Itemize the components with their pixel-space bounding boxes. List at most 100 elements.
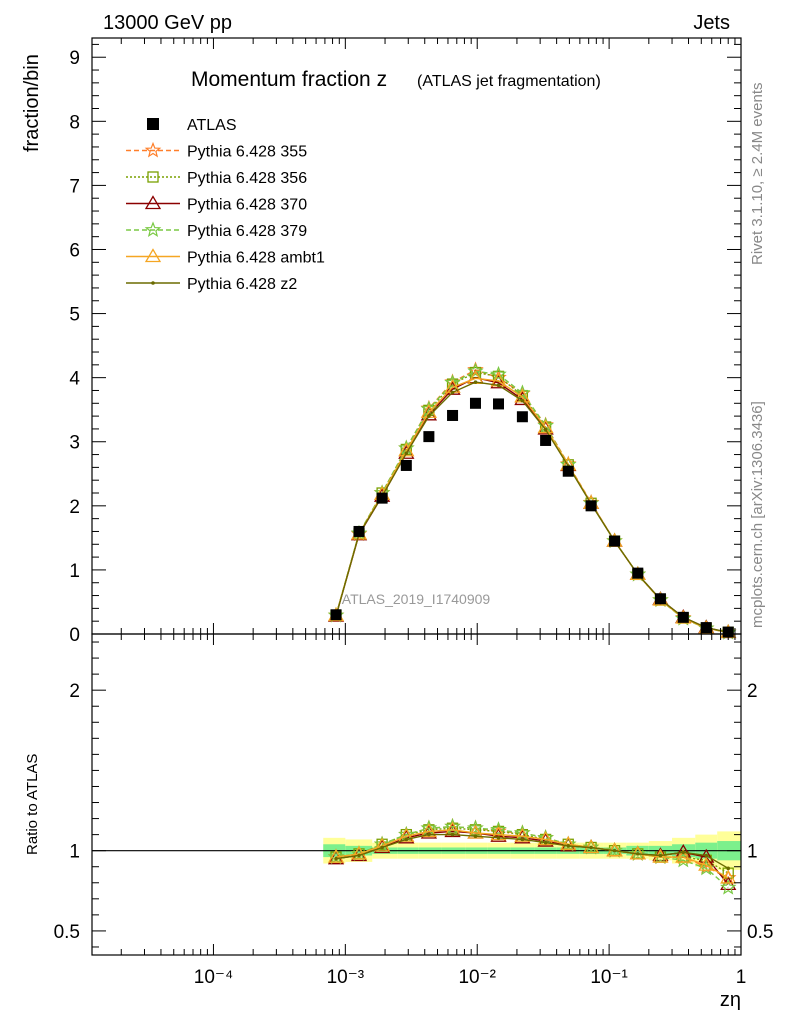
y-tick-label: 2 — [69, 497, 80, 518]
x-tick-label: 10⁻¹ — [590, 967, 628, 988]
ratio-ylabel: Ratio to ATLAS — [24, 754, 41, 855]
legend-entry-pythia-6-428-370: Pythia 6.428 370 — [126, 195, 307, 214]
data-point — [490, 365, 507, 382]
x-tick-label: 10⁻² — [458, 967, 496, 988]
legend-label: Pythia 6.428 z2 — [187, 276, 297, 293]
legend-entry-atlas: ATLAS — [147, 117, 237, 134]
data-point — [632, 567, 644, 579]
data-point — [654, 593, 666, 605]
data-point — [582, 838, 600, 855]
data-point — [585, 500, 597, 512]
y-tick-label: 4 — [69, 369, 80, 390]
data-point — [681, 850, 686, 855]
y-tick-label: 6 — [69, 240, 80, 261]
main-title-main: Momentum fraction z — [191, 68, 387, 91]
data-point — [490, 374, 507, 389]
data-point — [720, 869, 737, 884]
data-point — [612, 848, 617, 853]
data-point — [609, 535, 621, 547]
y-tick-label: 7 — [69, 176, 80, 197]
data-point — [496, 383, 501, 388]
data-point — [652, 848, 669, 863]
axes-group: 10⁻⁴ 10⁻³ 10⁻² 10⁻¹ 1 0 1 2 3 4 5 6 7 8 9 0.5 0.5 1 1 2 2 — [54, 37, 773, 988]
y-tick-label: 8 — [69, 112, 80, 133]
header-left: 13000 GeV pp — [103, 12, 232, 34]
ratio-line — [335, 825, 729, 889]
data-point — [677, 611, 689, 623]
data-point — [350, 845, 368, 860]
data-point — [144, 248, 162, 263]
ratio-y-tick-label-right: 0.5 — [747, 922, 773, 943]
legend-entry-pythia-6-428-379: Pythia 6.428 379 — [126, 221, 307, 240]
ratio-series-group — [327, 817, 737, 895]
ratio-y-tick-label-right: 1 — [747, 842, 758, 863]
data-point — [540, 434, 552, 446]
data-point — [520, 398, 525, 403]
ratio-y-tick-label: 0.5 — [54, 922, 80, 943]
y-tick-label: 9 — [69, 48, 80, 69]
watermark: ATLAS_2019_I1740909 — [342, 591, 491, 607]
legend-label: Pythia 6.428 ambt1 — [187, 250, 325, 267]
data-point — [398, 825, 415, 842]
main-ylabel: fraction/bin — [21, 54, 43, 152]
series-atlas — [330, 397, 734, 638]
legend-label: Pythia 6.428 370 — [187, 197, 307, 214]
data-point — [562, 465, 574, 477]
legend: ATLAS Pythia 6.428 355 Pythia 6.428 356 Pyt… — [126, 117, 325, 293]
y-tick-label: 0 — [69, 625, 80, 646]
legend-entry-pythia-6-428-355: Pythia 6.428 355 — [126, 141, 307, 161]
data-point — [398, 442, 415, 457]
main-title-sub: (ATLAS jet fragmentation) — [417, 73, 601, 90]
data-point — [147, 118, 159, 130]
legend-entry-pythia-6-428-z2: Pythia 6.428 z2 — [126, 276, 297, 293]
data-point — [450, 390, 455, 395]
data-point — [469, 397, 481, 409]
header-right: Jets — [693, 12, 730, 34]
data-point — [490, 821, 507, 837]
data-point — [560, 835, 577, 850]
legend-entry-pythia-6-428-ambt1: Pythia 6.428 ambt1 — [126, 248, 325, 267]
data-point — [700, 622, 712, 634]
data-point — [144, 221, 162, 238]
data-point — [427, 832, 431, 837]
legend-label: Pythia 6.428 379 — [187, 223, 307, 240]
data-point — [467, 819, 484, 836]
data-point — [520, 837, 525, 842]
data-point — [719, 878, 737, 895]
ratio-frame — [91, 633, 742, 956]
data-point — [589, 845, 593, 850]
ratio-y-tick-label: 1 — [69, 842, 80, 863]
data-point — [514, 384, 531, 401]
data-point — [357, 853, 361, 858]
y-tick-label: 3 — [69, 433, 80, 454]
data-point — [543, 840, 548, 845]
legend-label: ATLAS — [187, 117, 237, 134]
data-point — [698, 856, 715, 871]
data-point — [400, 459, 412, 471]
x-tick-label: 10⁻⁴ — [194, 967, 233, 988]
main-title: Momentum fraction z (ATLAS jet fragmenta… — [191, 68, 601, 91]
data-point — [582, 839, 600, 854]
data-point — [327, 848, 345, 863]
mcplots-label: mcplots.cern.ch [arXiv:1306.3436] — [749, 401, 766, 628]
data-point — [704, 853, 709, 858]
data-point — [423, 431, 435, 443]
data-point — [726, 866, 731, 871]
y-tick-label: 5 — [69, 305, 80, 326]
x-tick-label: 1 — [736, 967, 747, 988]
data-point — [144, 141, 162, 158]
data-point — [151, 281, 155, 285]
data-point — [450, 832, 455, 837]
data-point — [516, 411, 528, 423]
data-point — [380, 845, 384, 850]
data-point — [376, 492, 388, 504]
data-point — [658, 853, 663, 858]
ratio-line — [335, 833, 729, 869]
ratio-series-pythia-6-428-z2 — [334, 832, 731, 871]
data-point — [473, 380, 478, 384]
data-point — [404, 451, 409, 456]
x-axis-label: zη — [720, 989, 741, 1011]
legend-label: Pythia 6.428 356 — [187, 170, 307, 187]
data-point — [629, 845, 647, 861]
